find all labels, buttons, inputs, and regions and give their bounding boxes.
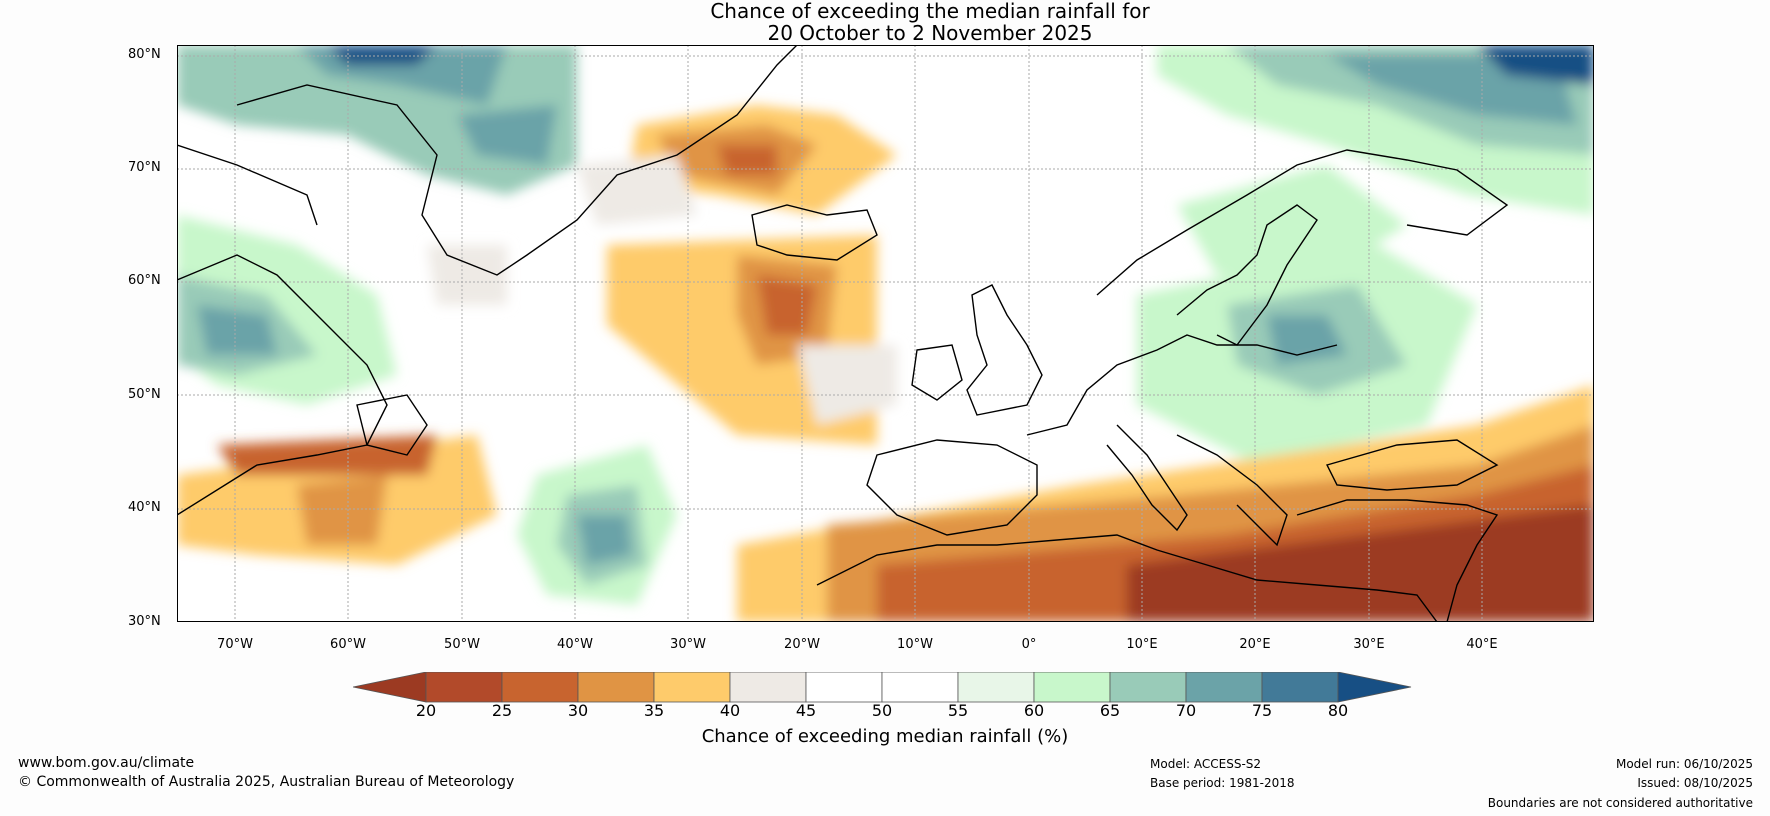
coastline-labrador [177, 254, 388, 516]
footer-disclaimer: Boundaries are not considered authoritat… [1487, 796, 1753, 810]
colorbar-tick-30: 30 [567, 701, 589, 720]
coastline-great-britain [966, 284, 1043, 416]
footer-model-run: Model run: 06/10/2025 [1615, 757, 1753, 771]
map-title-line-2: 20 October to 2 November 2025 [767, 21, 1093, 45]
lon-label-50w: 50°W [444, 637, 480, 652]
coastline-turkey [1296, 499, 1499, 622]
colorbar-tick-80: 80 [1327, 701, 1349, 720]
coastline-north-africa [816, 534, 1438, 622]
lon-label-10w: 10°W [897, 637, 933, 652]
footer-model: Model: ACCESS-S2 [1150, 757, 1262, 771]
colorbar-tick-45: 45 [795, 701, 817, 720]
coastline-newfoundland [356, 394, 428, 456]
graticule [177, 45, 1594, 622]
coastlines [177, 45, 1509, 622]
footer-base-period: Base period: 1981-2018 [1150, 776, 1295, 790]
coastline-iceland [751, 204, 878, 261]
colorbar-segment-35-40 [653, 672, 731, 703]
colorbar-segment-50-55 [881, 672, 959, 703]
lon-label-40w: 40°W [557, 637, 593, 652]
colorbar-segment-40-45 [729, 672, 807, 703]
footer-issued: Issued: 08/10/2025 [1637, 776, 1753, 790]
coastline-italy [1106, 424, 1188, 532]
colorbar-segment-30-35 [577, 672, 655, 703]
colorbar-segment-75-80 [1261, 672, 1339, 703]
coastline-baffin [177, 144, 318, 226]
colorbar-label: Chance of exceeding median rainfall (%) [701, 726, 1069, 747]
lon-label-20e: 20°E [1239, 637, 1271, 652]
lat-label-70n: 70°N [128, 160, 161, 175]
coastline-western-europe [1026, 334, 1338, 436]
coastline-black-sea [1325, 439, 1499, 491]
coastline-greenland [236, 45, 798, 276]
coastline-balkans [1176, 434, 1288, 547]
colorbar-tick-65: 65 [1099, 701, 1121, 720]
colorbar-segment-55-60 [957, 672, 1035, 703]
lon-label-70w: 70°W [217, 637, 253, 652]
colorbar-segment-25-30 [501, 672, 579, 703]
lon-label-20w: 20°W [784, 637, 820, 652]
lat-label-40n: 40°N [128, 500, 161, 515]
colorbar [353, 672, 1412, 703]
coastline-iberia [866, 439, 1038, 536]
colorbar-tick-60: 60 [1023, 701, 1045, 720]
lat-label-50n: 50°N [128, 387, 161, 402]
lat-label-30n: 30°N [128, 614, 161, 629]
lon-label-40e: 40°E [1466, 637, 1498, 652]
colorbar-segment-60-65 [1033, 672, 1111, 703]
colorbar-tick-70: 70 [1175, 701, 1197, 720]
colorbar-tick-75: 75 [1251, 701, 1273, 720]
colorbar-segment-70-75 [1185, 672, 1263, 703]
coastline-norway [1096, 149, 1509, 296]
lat-label-60n: 60°N [128, 273, 161, 288]
colorbar-extend-low [353, 672, 427, 703]
coastline-sweden [1176, 204, 1318, 346]
lon-label-30e: 30°E [1353, 637, 1385, 652]
colorbar-tick-40: 40 [719, 701, 741, 720]
coastline-ireland [911, 344, 963, 401]
colorbar-tick-50: 50 [871, 701, 893, 720]
map-frame [177, 45, 1594, 622]
colorbar-tick-55: 55 [947, 701, 969, 720]
lon-label-30w: 30°W [670, 637, 706, 652]
colorbar-segment-65-70 [1109, 672, 1187, 703]
colorbar-segment-20-25 [425, 672, 503, 703]
map-canvas [177, 45, 1594, 622]
colorbar-tick-35: 35 [643, 701, 665, 720]
lat-label-80n: 80°N [128, 47, 161, 62]
colorbar-tick-20: 20 [415, 701, 437, 720]
map-title-line-1: Chance of exceeding the median rainfall … [710, 0, 1150, 23]
lon-label-60w: 60°W [330, 637, 366, 652]
colorbar-segments [353, 672, 1412, 703]
probability-field [177, 45, 1594, 622]
lon-label-10e: 10°E [1126, 637, 1158, 652]
lon-label-0: 0° [1021, 637, 1037, 652]
rainfall-map[interactable] [177, 45, 1594, 622]
colorbar-tick-25: 25 [491, 701, 513, 720]
colorbar-extend-high [1337, 672, 1412, 703]
footer-copyright: © Commonwealth of Australia 2025, Austra… [18, 774, 515, 790]
colorbar-segment-45-50 [805, 672, 883, 703]
footer-url[interactable]: www.bom.gov.au/climate [18, 755, 195, 771]
